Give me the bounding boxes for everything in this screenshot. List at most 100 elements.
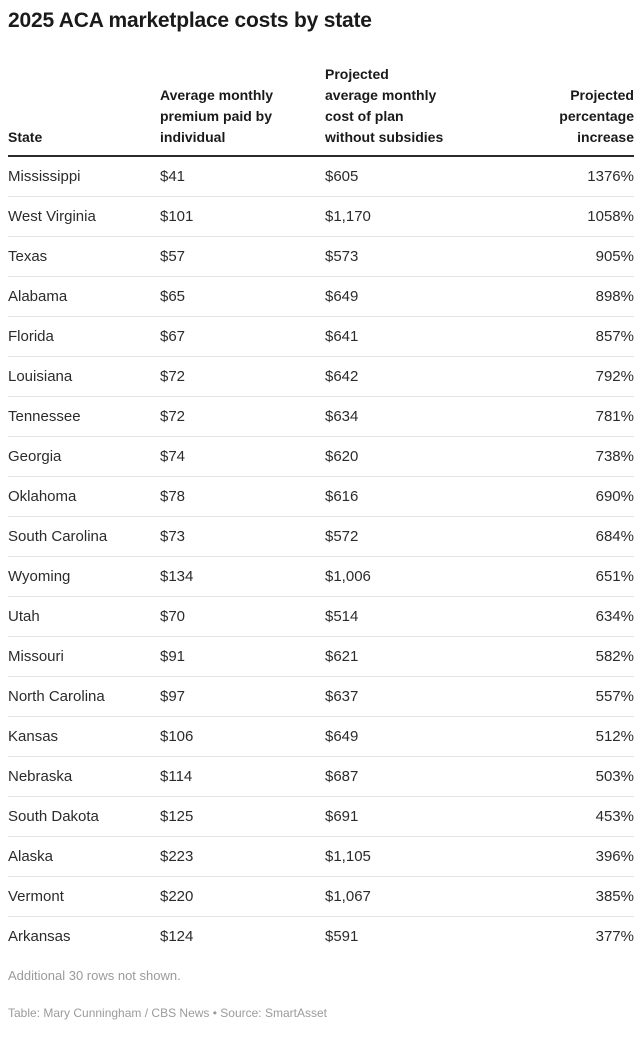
percent-increase-cell: 582% [490, 636, 634, 677]
percent-increase-cell: 651% [490, 556, 634, 597]
table-row: Tennessee $72 $634 781% [8, 396, 634, 437]
table-row: South Carolina $73 $572 684% [8, 516, 634, 557]
projected-cost-cell: $642 [325, 356, 490, 397]
percent-increase-cell: 385% [490, 876, 634, 917]
projected-cost-cell: $641 [325, 316, 490, 357]
table-row: Florida $67 $641 857% [8, 316, 634, 357]
table-header: State Average monthly premium paid by in… [8, 64, 634, 157]
projected-cost-cell: $687 [325, 756, 490, 797]
table-row: Nebraska $114 $687 503% [8, 756, 634, 797]
percent-increase-cell: 792% [490, 356, 634, 397]
percent-increase-cell: 377% [595, 927, 634, 945]
percent-increase-cell: 690% [490, 476, 634, 517]
state-cell: Arkansas [8, 927, 71, 945]
percent-increase-cell: 781% [490, 396, 634, 437]
premium-cell: $41 [160, 156, 325, 197]
table-row: North Carolina $97 $637 557% [8, 676, 634, 717]
state-cell: Texas [8, 236, 160, 277]
state-cell: Missouri [8, 636, 160, 677]
column-header-projected-increase-label: Projected percentage increase [559, 87, 634, 145]
premium-cell: $73 [160, 516, 325, 557]
premium-cell: $72 [160, 356, 325, 397]
premium-cell: $124 [160, 927, 194, 945]
projected-cost-cell: $1,170 [325, 196, 490, 237]
table-credit: Table: Mary Cunningham / CBS News • Sour… [8, 1006, 327, 1020]
premium-cell: $57 [160, 236, 325, 277]
table-row: Oklahoma $78 $616 690% [8, 476, 634, 517]
percent-increase-cell: 396% [490, 836, 634, 877]
percent-increase-cell: 453% [490, 796, 634, 837]
state-cell: Alabama [8, 276, 160, 317]
state-cell: Mississippi [8, 156, 160, 197]
table-row: Georgia $74 $620 738% [8, 436, 634, 477]
table-row: Mississippi $41 $605 1376% [8, 156, 634, 197]
rows-not-shown-note: Additional 30 rows not shown. [8, 968, 181, 983]
state-cell: West Virginia [8, 196, 160, 237]
percent-increase-cell: 503% [490, 756, 634, 797]
table-row: Utah $70 $514 634% [8, 596, 634, 637]
column-header-average-premium: Average monthly premium paid by individu… [160, 64, 325, 157]
table-row: Kansas $106 $649 512% [8, 716, 634, 757]
projected-cost-cell: $605 [325, 156, 490, 197]
state-cell: Oklahoma [8, 476, 160, 517]
premium-cell: $65 [160, 276, 325, 317]
state-cell: Louisiana [8, 356, 160, 397]
table-row: South Dakota $125 $691 453% [8, 796, 634, 837]
projected-cost-cell: $649 [325, 276, 490, 317]
column-header-projected-cost: Projected average monthly cost of plan w… [325, 64, 490, 157]
state-cell: South Carolina [8, 516, 160, 557]
state-cell: Vermont [8, 876, 160, 917]
premium-cell: $91 [160, 636, 325, 677]
premium-cell: $74 [160, 436, 325, 477]
percent-increase-cell: 634% [490, 596, 634, 637]
table-body: Mississippi $41 $605 1376% West Virginia $101… [8, 156, 634, 956]
premium-cell: $125 [160, 796, 325, 837]
column-header-projected-cost-label: Projected average monthly cost of plan w… [325, 66, 444, 145]
percent-increase-cell: 1376% [490, 156, 634, 197]
premium-cell: $72 [160, 396, 325, 437]
premium-cell: $114 [160, 756, 325, 797]
premium-cell: $223 [160, 836, 325, 877]
table-row: Alabama $65 $649 898% [8, 276, 634, 317]
table-row: West Virginia $101 $1,170 1058% [8, 196, 634, 237]
projected-cost-cell: $1,067 [325, 876, 490, 917]
state-cell: Wyoming [8, 556, 160, 597]
column-header-projected-increase: Projected percentage increase [490, 64, 634, 157]
table-row: Texas $57 $573 905% [8, 236, 634, 277]
projected-cost-cell: $637 [325, 676, 490, 717]
premium-cell: $134 [160, 556, 325, 597]
aca-costs-table: State Average monthly premium paid by in… [8, 64, 634, 956]
percent-increase-cell: 738% [490, 436, 634, 477]
projected-cost-cell: $616 [325, 476, 490, 517]
projected-cost-cell: $649 [325, 716, 490, 757]
state-cell: Utah [8, 596, 160, 637]
state-cell: Tennessee [8, 396, 160, 437]
state-cell: Alaska [8, 836, 160, 877]
projected-cost-cell: $572 [325, 516, 490, 557]
state-cell: Georgia [8, 436, 160, 477]
projected-cost-cell: $591 [325, 927, 359, 945]
percent-increase-cell: 1058% [490, 196, 634, 237]
page-title: 2025 ACA marketplace costs by state [8, 9, 372, 32]
premium-cell: $78 [160, 476, 325, 517]
projected-cost-cell: $691 [325, 796, 490, 837]
premium-cell: $70 [160, 596, 325, 637]
table-row: Missouri $91 $621 582% [8, 636, 634, 677]
state-cell: Kansas [8, 716, 160, 757]
projected-cost-cell: $621 [325, 636, 490, 677]
table-header-row: State Average monthly premium paid by in… [8, 64, 634, 157]
premium-cell: $106 [160, 716, 325, 757]
column-header-average-premium-label: Average monthly premium paid by individu… [160, 87, 274, 145]
projected-cost-cell: $573 [325, 236, 490, 277]
projected-cost-cell: $634 [325, 396, 490, 437]
table-row: Wyoming $134 $1,006 651% [8, 556, 634, 597]
state-cell: Nebraska [8, 756, 160, 797]
table-row: Arkansas $124 $591 377% [8, 916, 634, 956]
state-cell: Florida [8, 316, 160, 357]
premium-cell: $97 [160, 676, 325, 717]
percent-increase-cell: 557% [490, 676, 634, 717]
state-cell: South Dakota [8, 796, 160, 837]
premium-cell: $101 [160, 196, 325, 237]
premium-cell: $67 [160, 316, 325, 357]
